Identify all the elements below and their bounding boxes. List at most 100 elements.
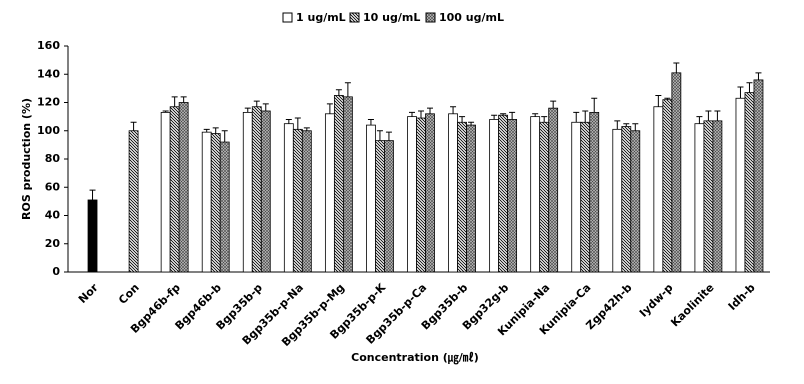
bar [735,97,746,273]
error-bar [335,89,342,96]
y-tick-label: 100 [37,124,60,137]
bar [219,141,230,273]
error-bar [664,97,671,100]
bar [201,131,212,273]
legend-label: 100 ug/mL [439,11,504,24]
y-tick-label: 160 [37,39,60,52]
y-tick-label: 60 [45,180,61,193]
y-tick-label: 140 [37,67,60,80]
error-bar [591,97,598,113]
bar [712,120,723,273]
error-bar [500,113,507,116]
bar [753,79,764,273]
bar [342,96,353,273]
error-bar [262,103,269,111]
error-bar [285,118,292,124]
bar [251,106,262,273]
x-tick-label: Idh-b [726,281,758,313]
bar [612,128,623,273]
bar [571,121,582,273]
bar [548,107,559,273]
bar [621,126,632,273]
bar [425,113,435,273]
error-bar [705,110,712,121]
y-tick-label: 20 [45,237,61,250]
bar [260,110,271,273]
error-bar [344,82,351,97]
error-bar [253,100,260,107]
bar [416,117,426,273]
bar [169,106,180,273]
error-bar [418,110,424,119]
bar [301,130,312,273]
error-bar [326,103,333,114]
error-bar [468,121,475,126]
bar [407,116,417,273]
error-bar [180,96,187,103]
error-bar [655,94,662,107]
error-bar [385,131,392,141]
x-axis-label: Concentration (㎍/㎖) [351,351,479,365]
y-tick-label: 80 [45,152,61,165]
error-bar [427,107,433,114]
bar [242,111,253,273]
error-bar [623,123,630,127]
error-bar [294,117,301,130]
x-tick-label: Con [116,281,142,307]
error-bar [541,116,548,123]
legend-swatch [349,12,360,23]
bar [128,130,139,273]
y-tick-label: 0 [52,265,60,278]
error-bar [573,111,580,123]
bar [507,119,518,273]
error-bar [171,96,178,107]
error-bar [221,130,228,143]
error-bar [203,128,210,133]
legend-swatch [425,12,436,23]
x-tick-label: Nor [76,281,101,306]
error-bar [130,121,137,131]
y-tick-label: 120 [37,96,60,109]
bar [178,102,189,273]
error-bar [509,111,516,120]
y-tick-label: 40 [45,209,61,222]
bar [375,140,385,273]
bar [466,124,476,273]
bar [87,199,98,273]
bar [384,140,394,273]
bar [210,133,221,273]
error-bar [582,110,589,123]
error-bar [450,106,457,114]
bar [292,128,303,273]
error-bar [696,116,703,124]
bar [653,106,664,273]
legend-label: 10 ug/mL [363,11,420,24]
bar [366,124,376,273]
bar [589,111,600,273]
bar [662,99,673,273]
bar [498,114,509,273]
bar [630,130,641,273]
bar [457,121,467,273]
error-bar [212,127,219,134]
bar [580,121,591,273]
error-bar [737,86,744,99]
error-bar [714,110,721,121]
error-bar [162,110,169,113]
error-bar [614,120,621,130]
bar [160,111,171,273]
error-bar [303,127,310,131]
bar [448,113,458,273]
bar [283,123,294,273]
error-bar [550,100,557,109]
bar [333,95,344,273]
error-bar [244,107,251,113]
bar [324,113,335,273]
error-bar [673,62,680,73]
legend-swatch [282,12,293,23]
error-bar [409,111,415,117]
error-bar [632,123,639,131]
error-bar [755,72,762,80]
error-bar [491,114,498,120]
error-bar [89,189,96,200]
